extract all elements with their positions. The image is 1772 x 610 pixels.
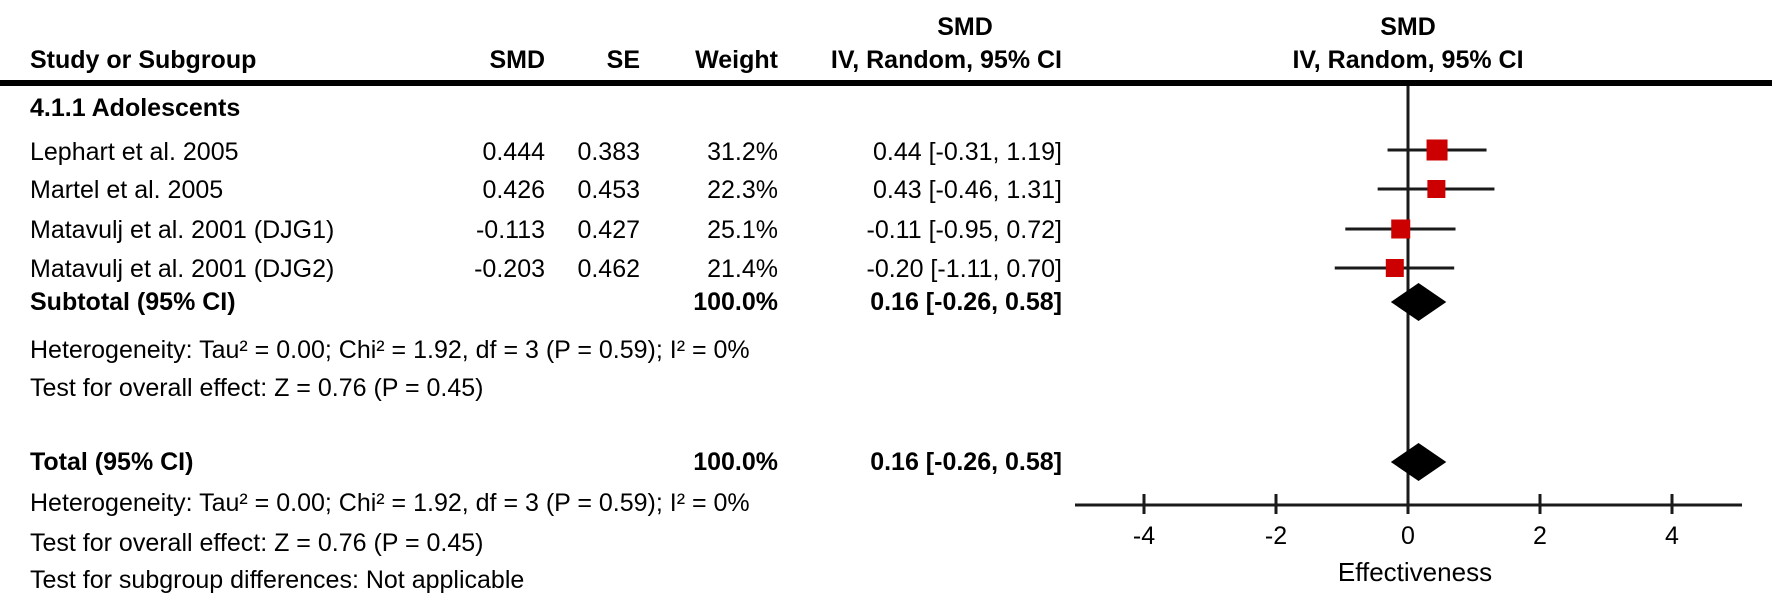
study-smd: -0.113 [475, 216, 545, 244]
study-weight: 21.4% [707, 255, 778, 283]
subtotal-ci: 0.16 [-0.26, 0.58] [870, 288, 1062, 316]
study-weight: 22.3% [707, 176, 778, 204]
total-ci: 0.16 [-0.26, 0.58] [870, 448, 1062, 476]
study-smd: 0.444 [482, 138, 545, 166]
study-se: 0.453 [577, 176, 640, 204]
subtotal-heterogeneity-text: Heterogeneity: Tau² = 0.00; Chi² = 1.92,… [30, 336, 750, 364]
axis-tick-label: -4 [1133, 522, 1155, 550]
plot-header-smd: SMD [1380, 13, 1436, 41]
column-header-study: Study or Subgroup [30, 46, 257, 74]
axis-label: Effectiveness [1338, 557, 1492, 587]
subgroup-label: 4.1.1 Adolescents [30, 94, 241, 122]
axis-tick-label: -2 [1265, 522, 1287, 550]
study-name: Martel et al. 2005 [30, 176, 224, 204]
axis-tick-label: 0 [1401, 522, 1415, 550]
axis-tick-label: 2 [1533, 522, 1547, 550]
study-se: 0.462 [577, 255, 640, 283]
axis-tick-label: 4 [1665, 522, 1679, 550]
subtotal-overall-effect-text: Test for overall effect: Z = 0.76 (P = 0… [30, 374, 484, 402]
subtotal-label: Subtotal (95% CI) [30, 288, 236, 316]
study-name: Matavulj et al. 2001 (DJG1) [30, 216, 335, 244]
effect-square [1391, 219, 1411, 239]
subtotal-diamond [1390, 283, 1447, 321]
study-name: Matavulj et al. 2001 (DJG2) [30, 255, 335, 283]
study-smd: -0.203 [474, 255, 545, 283]
column-header-weight: Weight [695, 46, 778, 74]
total-heterogeneity-text: Heterogeneity: Tau² = 0.00; Chi² = 1.92,… [30, 489, 750, 517]
column-header-se: SE [606, 46, 640, 74]
study-se: 0.383 [577, 138, 640, 166]
effect-square [1426, 139, 1448, 161]
study-ci: -0.20 [-1.11, 0.70] [866, 255, 1063, 283]
effect-square [1385, 259, 1404, 277]
header-rule [0, 80, 1772, 86]
column-header-smd: SMD [489, 46, 545, 74]
subgroup-differences-text: Test for subgroup differences: Not appli… [30, 566, 525, 594]
column-header-smd-ci-line1: SMD [937, 13, 993, 41]
study-se: 0.427 [577, 216, 640, 244]
effect-square [1427, 180, 1446, 198]
study-smd: 0.426 [482, 176, 545, 204]
total-weight: 100.0% [693, 448, 778, 476]
study-weight: 31.2% [707, 138, 778, 166]
total-label: Total (95% CI) [30, 448, 194, 476]
subtotal-weight: 100.0% [693, 288, 778, 316]
study-ci: 0.43 [-0.46, 1.31] [872, 176, 1062, 204]
total-diamond [1390, 443, 1447, 481]
study-ci: 0.44 [-0.31, 1.19] [872, 138, 1062, 166]
column-header-ci: IV, Random, 95% CI [830, 46, 1062, 74]
plot-header-ci: IV, Random, 95% CI [1292, 46, 1524, 74]
study-name: Lephart et al. 2005 [30, 138, 239, 166]
total-overall-effect-text: Test for overall effect: Z = 0.76 (P = 0… [30, 529, 484, 557]
study-ci: -0.11 [-0.95, 0.72] [866, 216, 1063, 244]
study-weight: 25.1% [707, 216, 778, 244]
